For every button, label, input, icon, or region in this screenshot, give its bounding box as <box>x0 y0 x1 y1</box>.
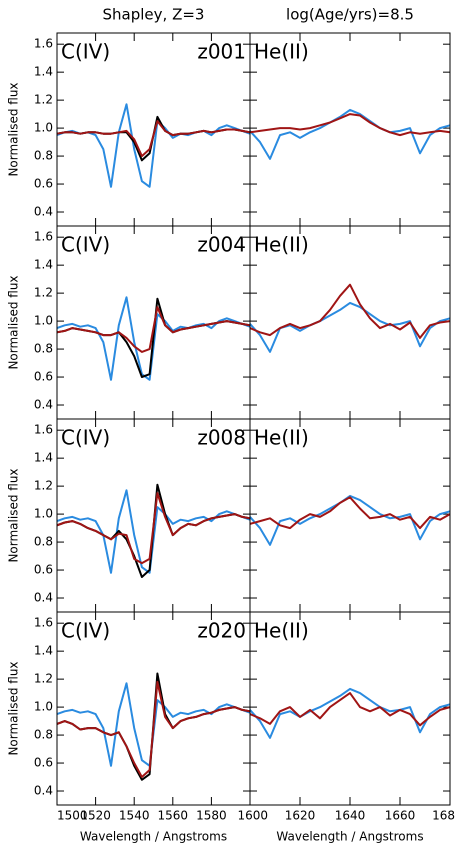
y-axis-label: Normalised flux <box>7 468 21 562</box>
panel-label: C(IV) <box>61 40 110 64</box>
panel-label: z008 <box>197 426 246 450</box>
y-tick-label: 0.4 <box>34 205 53 219</box>
panel-frame <box>249 611 451 806</box>
x-tick-label: 1560 <box>158 809 189 823</box>
x-tick-label: 1540 <box>119 809 150 823</box>
y-tick-label: 1.6 <box>34 37 53 51</box>
panel-label: z001 <box>197 40 246 64</box>
panel-label: C(IV) <box>61 233 110 257</box>
y-tick-label: 0.6 <box>34 563 53 577</box>
x-tick-label: 1620 <box>285 809 316 823</box>
spectrum-line <box>249 283 451 339</box>
x-tick-label: 1660 <box>385 809 416 823</box>
column-title: log(Age/yrs)=8.5 <box>286 6 414 24</box>
spectrum-line <box>249 496 451 530</box>
y-tick-label: 1.2 <box>34 93 53 107</box>
y-tick-label: 0.8 <box>34 535 53 549</box>
x-axis-label: Wavelength / Angstroms <box>276 830 423 844</box>
y-axis-label: Normalised flux <box>7 275 21 369</box>
y-axis-label: Normalised flux <box>7 82 21 176</box>
panel-label: He(II) <box>254 426 309 450</box>
y-tick-label: 1.0 <box>34 314 53 328</box>
spectrum-line <box>249 692 451 727</box>
spectrum-line <box>249 113 451 137</box>
y-tick-label: 0.8 <box>34 149 53 163</box>
y-tick-label: 1.0 <box>34 700 53 714</box>
spectrum-line <box>56 103 251 188</box>
panel-label: He(II) <box>254 233 309 257</box>
panel-label: He(II) <box>254 619 309 643</box>
y-tick-label: 0.4 <box>34 398 53 412</box>
y-tick-label: 1.2 <box>34 286 53 300</box>
y-tick-label: 1.0 <box>34 121 53 135</box>
spectrum-line <box>56 489 251 574</box>
y-tick-label: 0.6 <box>34 177 53 191</box>
y-tick-label: 1.6 <box>34 230 53 244</box>
y-tick-label: 1.6 <box>34 423 53 437</box>
y-tick-label: 0.4 <box>34 591 53 605</box>
x-tick-label: 168 <box>432 809 455 823</box>
spectrum-line <box>249 494 451 546</box>
x-tick-label: 1520 <box>80 809 111 823</box>
y-tick-label: 1.4 <box>34 258 53 272</box>
panel-label: z020 <box>197 619 246 643</box>
spectrum-line <box>56 306 251 353</box>
y-tick-label: 0.6 <box>34 370 53 384</box>
spectrum-line <box>56 120 251 158</box>
column-title: Shapley, Z=3 <box>103 6 205 24</box>
panel-label: C(IV) <box>61 619 110 643</box>
y-tick-label: 0.4 <box>34 784 53 798</box>
y-tick-label: 1.4 <box>34 644 53 658</box>
y-tick-label: 1.6 <box>34 616 53 630</box>
y-tick-label: 0.8 <box>34 728 53 742</box>
spectrum-line <box>56 492 251 565</box>
x-tick-label: 1580 <box>196 809 227 823</box>
spectrum-line <box>56 680 251 778</box>
panel-label: z004 <box>197 233 246 257</box>
y-tick-label: 0.6 <box>34 756 53 770</box>
y-tick-label: 1.0 <box>34 507 53 521</box>
x-tick-label: 1600 <box>237 809 268 823</box>
panel-label: He(II) <box>254 40 309 64</box>
y-tick-label: 1.2 <box>34 479 53 493</box>
x-axis-label: Wavelength / Angstroms <box>80 830 227 844</box>
spectrum-line <box>249 687 451 739</box>
y-tick-label: 0.8 <box>34 342 53 356</box>
y-tick-label: 1.4 <box>34 451 53 465</box>
spectrum-line <box>249 108 451 160</box>
panel-label: C(IV) <box>61 426 110 450</box>
x-tick-label: 1640 <box>335 809 366 823</box>
y-tick-label: 1.4 <box>34 65 53 79</box>
y-axis-label: Normalised flux <box>7 661 21 755</box>
y-tick-label: 1.2 <box>34 672 53 686</box>
x-tick-label: 1500 <box>57 809 88 823</box>
spectrum-line <box>56 297 251 378</box>
